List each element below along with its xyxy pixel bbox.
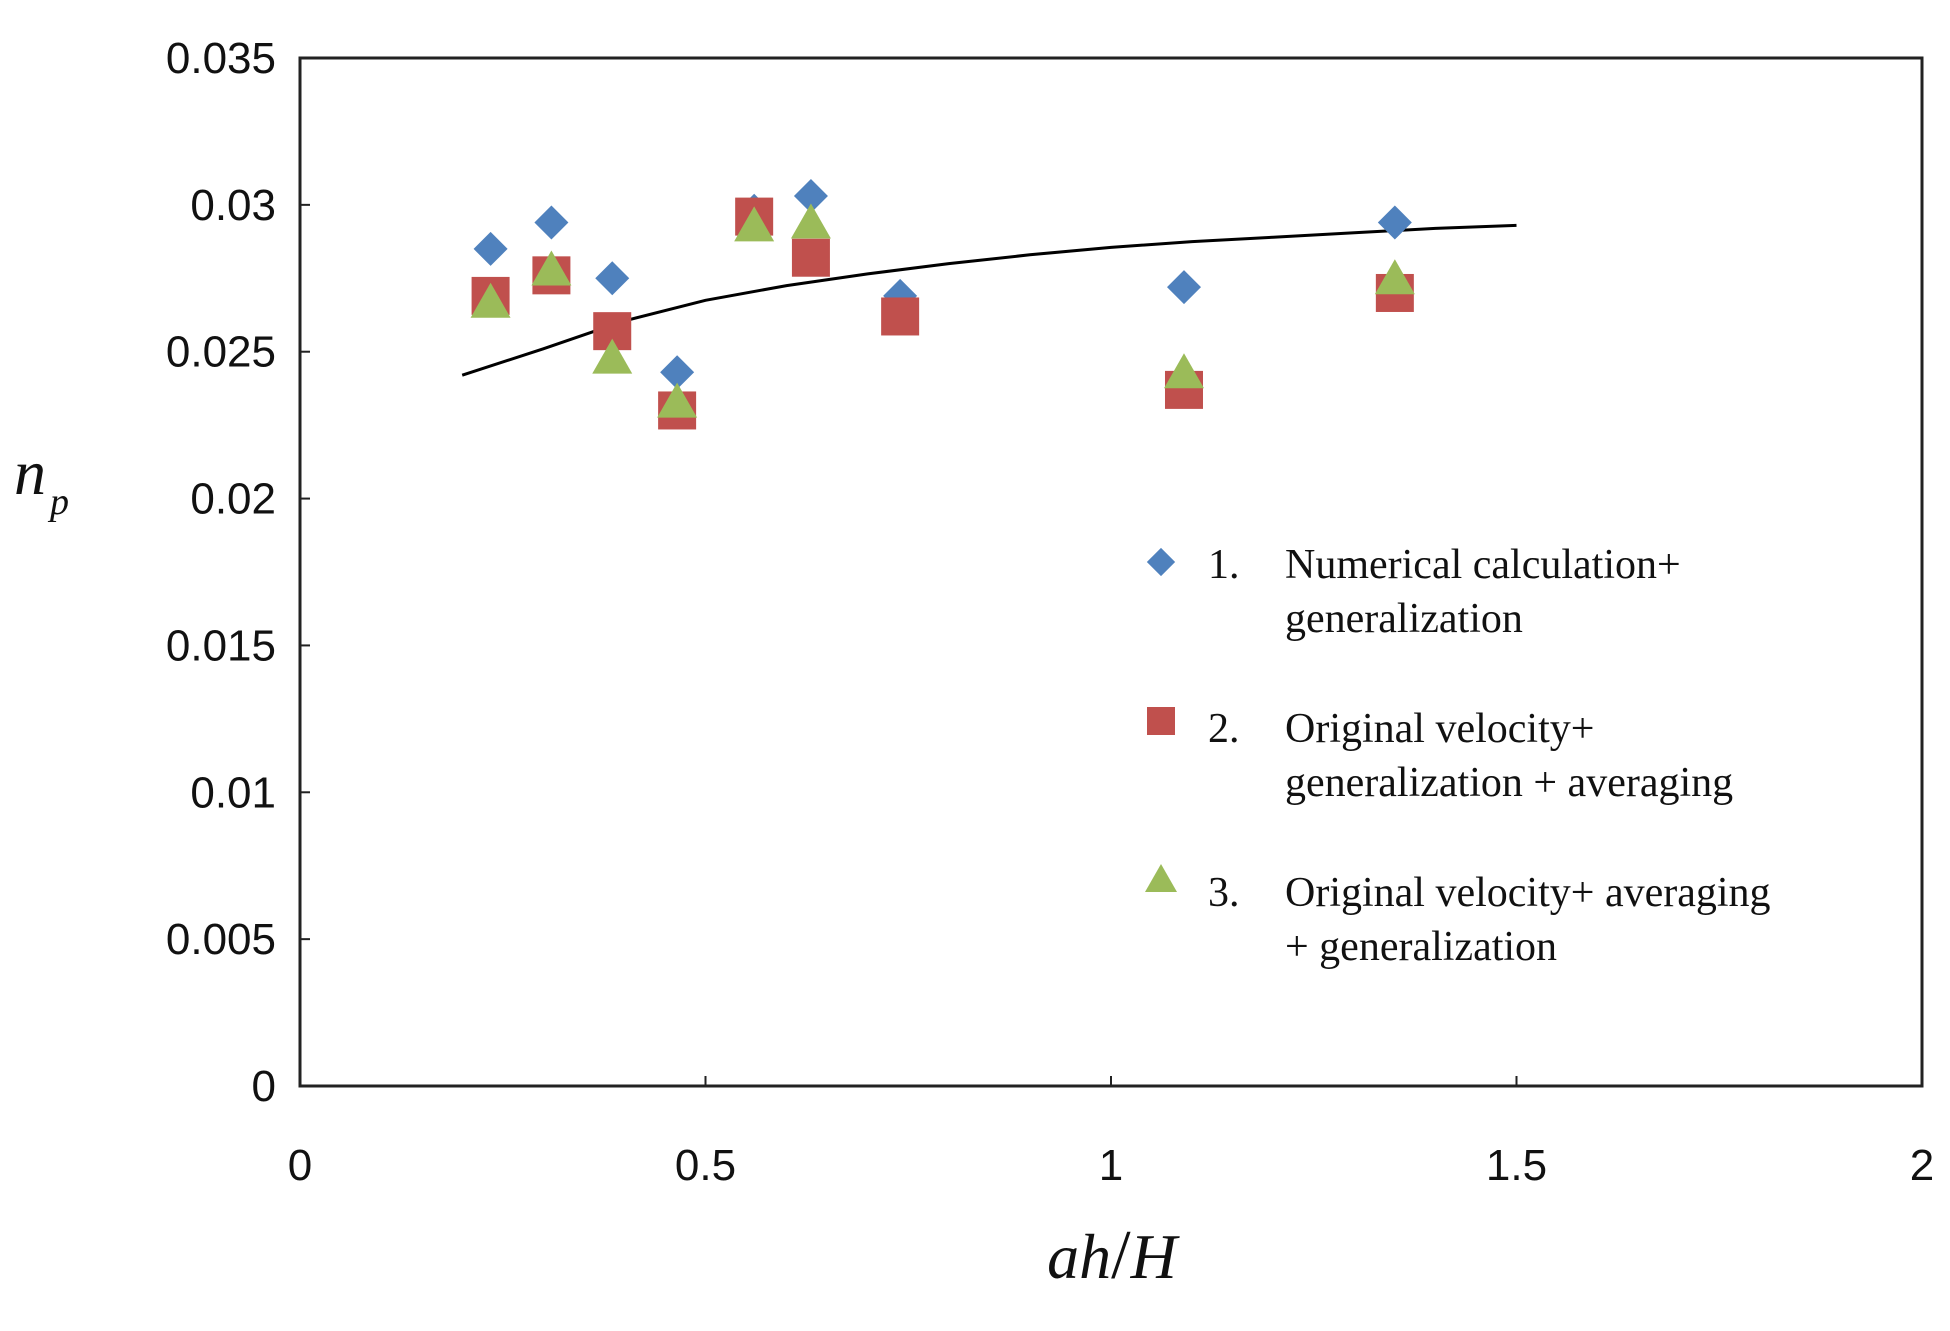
series-1-point bbox=[793, 179, 828, 214]
series-1-point bbox=[1166, 270, 1201, 305]
x-tick-label: 1.5 bbox=[1486, 1141, 1547, 1190]
series-3-point bbox=[531, 250, 572, 286]
series-2-point bbox=[881, 297, 920, 336]
x-axis: 0 0.5 1 1.5 2 bbox=[288, 1076, 1934, 1190]
legend-entry-1: 1. Numerical calculation+ generalization bbox=[1146, 542, 1681, 642]
x-axis-title: ah/H bbox=[1047, 1217, 1180, 1294]
series-3-point bbox=[592, 338, 633, 374]
series-1-point bbox=[595, 261, 630, 296]
legend-marker-square bbox=[1147, 707, 1175, 735]
series-1-point bbox=[473, 231, 508, 266]
legend-entry-2-line-2: generalization + averaging bbox=[1285, 760, 1733, 806]
y-axis-title-main: n bbox=[14, 437, 46, 508]
series-1-point bbox=[660, 355, 695, 390]
x-tick-label: 2 bbox=[1910, 1141, 1934, 1190]
series-3-point bbox=[657, 382, 698, 418]
y-tick-label: 0 bbox=[252, 1062, 276, 1111]
x-axis-title-main: ah bbox=[1047, 1221, 1111, 1292]
x-axis-title-slash: / bbox=[1111, 1217, 1131, 1294]
legend-marker-diamond bbox=[1146, 547, 1176, 577]
series-3-point bbox=[1163, 353, 1204, 389]
legend: 1. Numerical calculation+ generalization… bbox=[1145, 542, 1771, 970]
y-tick-label: 0.01 bbox=[190, 768, 276, 817]
y-axis-title-sub: p bbox=[47, 481, 69, 523]
legend-entry-3-line-1: Original velocity+ averaging bbox=[1285, 870, 1771, 916]
series-3-point bbox=[790, 203, 831, 239]
y-tick-label: 0.015 bbox=[166, 621, 276, 670]
legend-entry-3-line-2: + generalization bbox=[1285, 924, 1557, 970]
legend-entry-3: 3. Original velocity+ averaging + genera… bbox=[1145, 864, 1771, 970]
legend-entry-2-line-1: Original velocity+ bbox=[1285, 706, 1594, 752]
x-tick-label: 1 bbox=[1099, 1141, 1123, 1190]
legend-entry-3-number: 3. bbox=[1208, 870, 1240, 916]
x-tick-label: 0 bbox=[288, 1141, 312, 1190]
y-tick-label: 0.035 bbox=[166, 34, 276, 83]
x-axis-title-tail: H bbox=[1130, 1221, 1181, 1292]
legend-entry-1-line-1: Numerical calculation+ bbox=[1285, 542, 1681, 588]
y-axis: 0 0.005 0.01 0.015 0.02 0.025 0.03 0.035 bbox=[166, 34, 310, 1111]
series-1-point bbox=[534, 205, 569, 240]
series-2-point bbox=[791, 238, 830, 277]
legend-entry-2-number: 2. bbox=[1208, 706, 1240, 752]
data-markers bbox=[470, 179, 1415, 430]
y-tick-label: 0.02 bbox=[190, 475, 276, 524]
series-3-point bbox=[1374, 259, 1415, 295]
y-tick-label: 0.005 bbox=[166, 915, 276, 964]
series-3-point bbox=[734, 206, 775, 242]
x-tick-label: 0.5 bbox=[675, 1141, 736, 1190]
legend-entry-1-number: 1. bbox=[1208, 542, 1240, 588]
fit-curve-line bbox=[461, 223, 1517, 377]
legend-entry-2: 2. Original velocity+ generalization + a… bbox=[1147, 706, 1733, 806]
legend-marker-triangle bbox=[1145, 864, 1177, 892]
series-1-point bbox=[1377, 205, 1412, 240]
legend-entry-1-line-2: generalization bbox=[1285, 596, 1523, 642]
y-tick-label: 0.03 bbox=[190, 181, 276, 230]
y-tick-label: 0.025 bbox=[166, 328, 276, 377]
series-3-point bbox=[470, 282, 511, 318]
plot-area bbox=[298, 56, 1924, 1088]
